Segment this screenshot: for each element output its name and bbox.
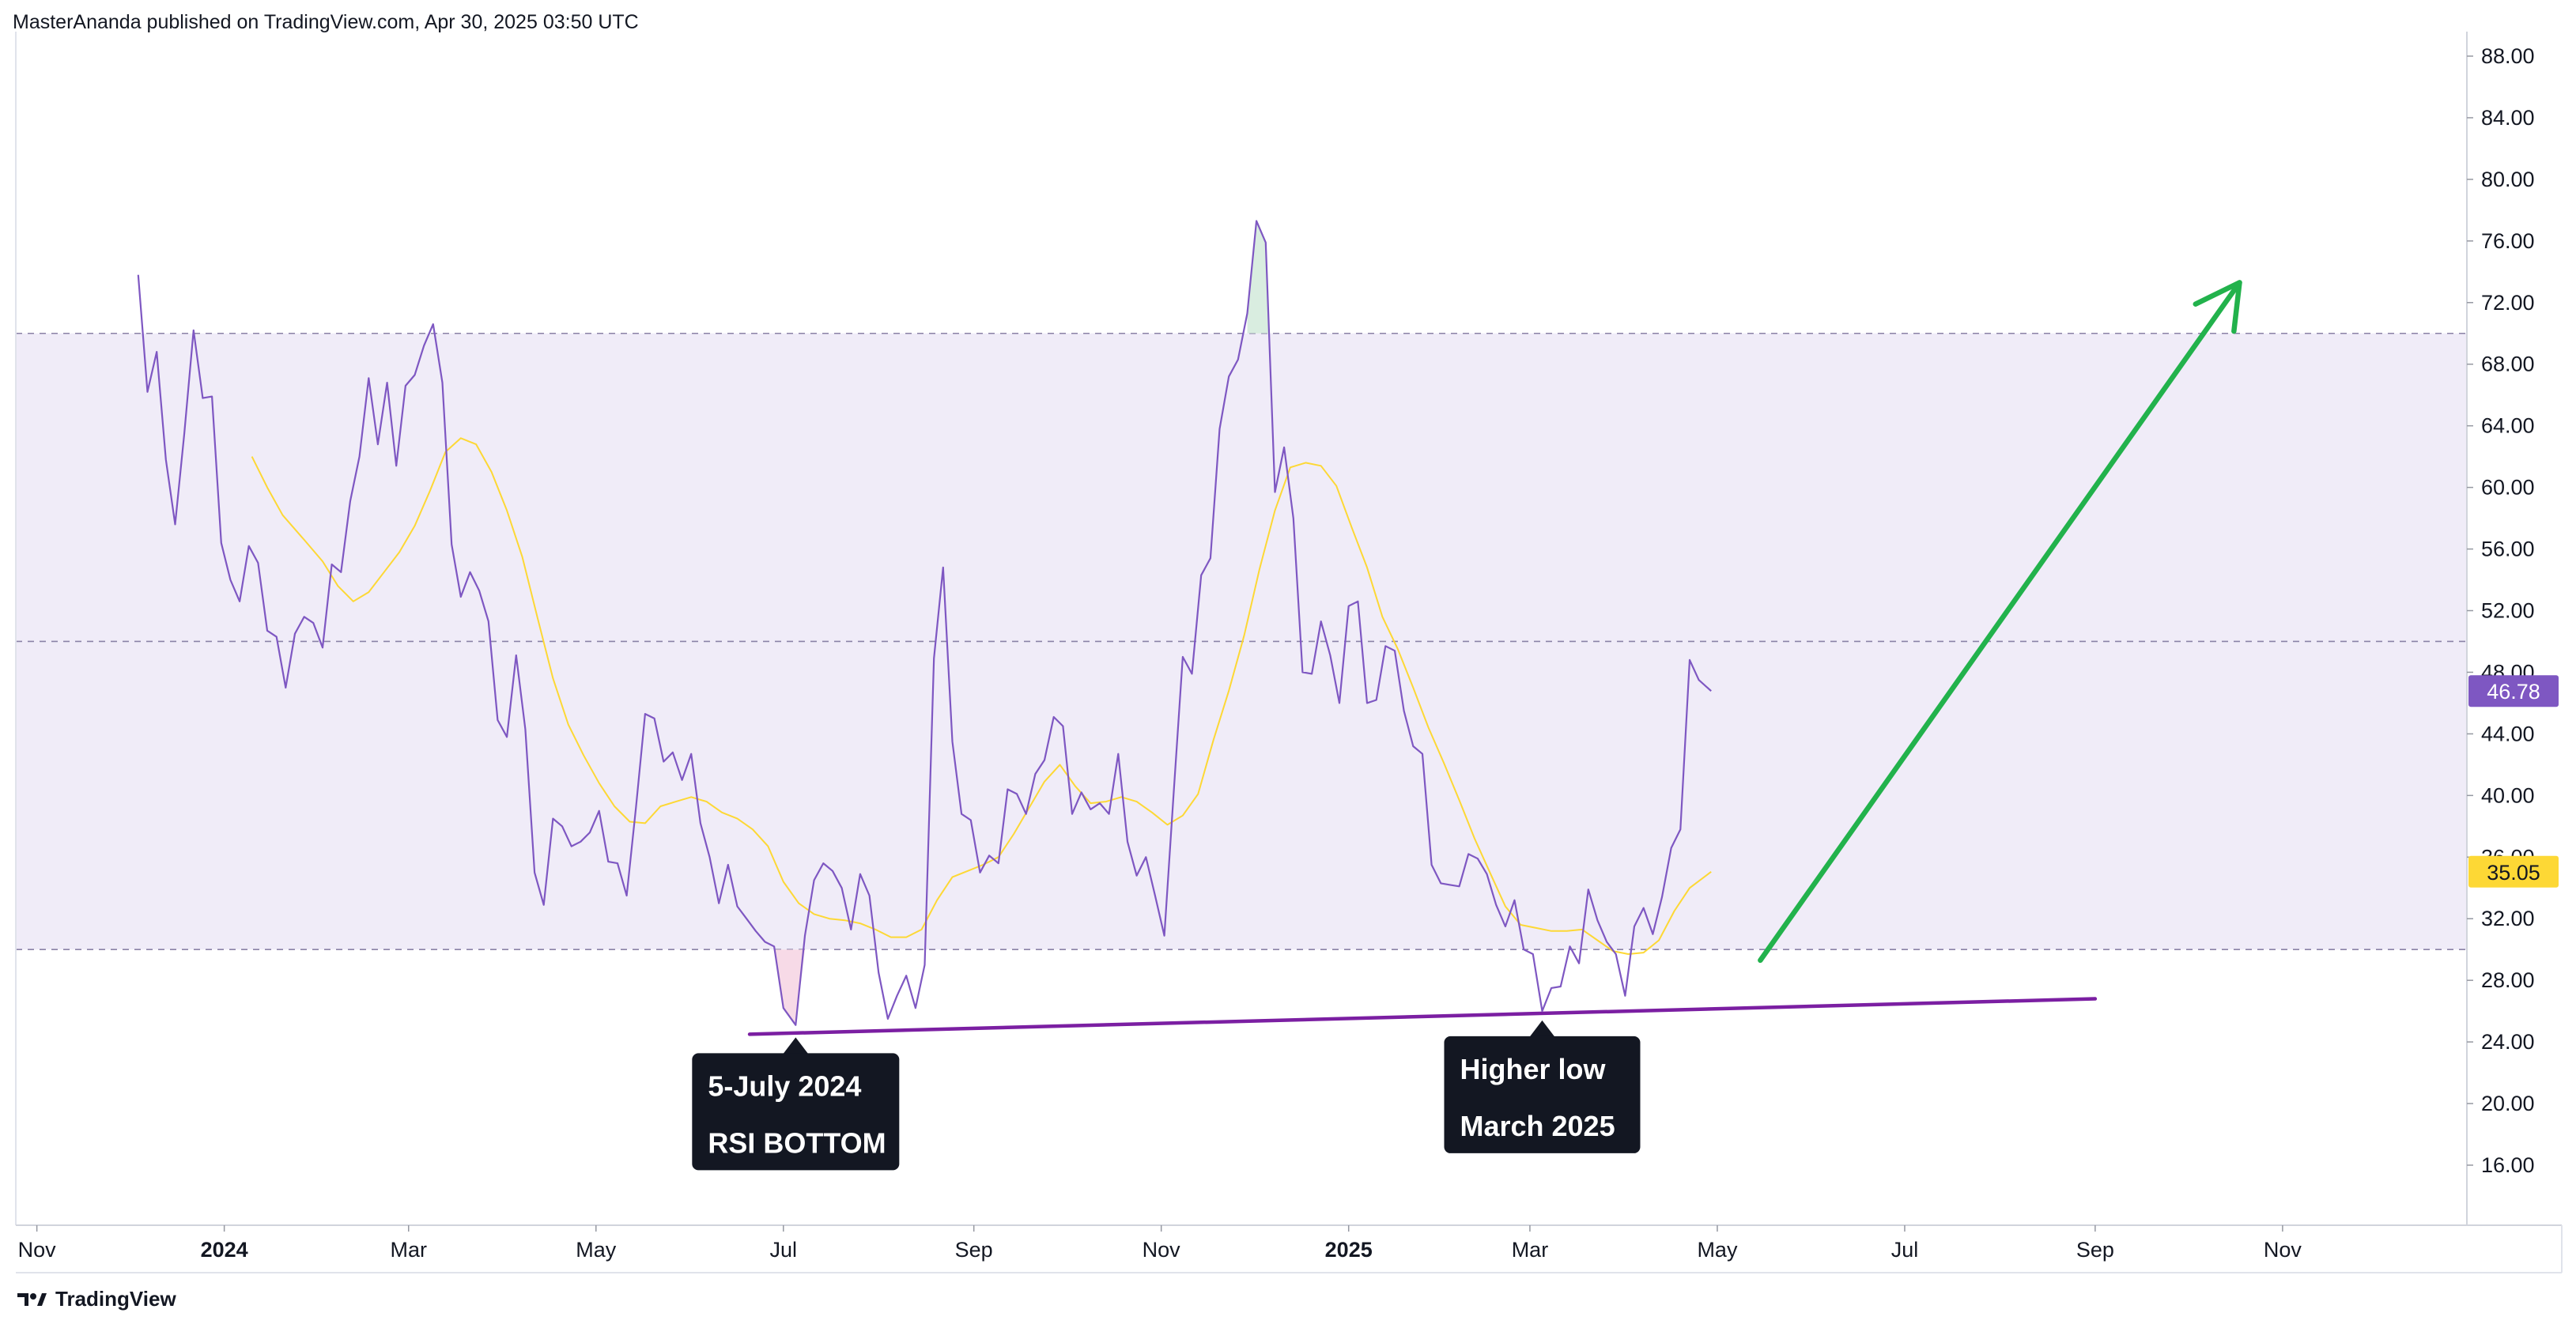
publisher-header: MasterAnanda published on TradingView.co… [13, 11, 639, 33]
annotation-text: Higher low [1460, 1053, 1606, 1085]
x-tick-label: Nov [1143, 1238, 1181, 1262]
rsi-line [137, 220, 1712, 1026]
annotation-callout: Higher low March 2025 [1444, 1020, 1641, 1153]
value-badges: 46.78 35.05 [2468, 675, 2559, 888]
overbought-fill [1247, 221, 1269, 334]
y-tick-label: 52.00 [2481, 599, 2535, 623]
projection-arrow [1758, 280, 2242, 964]
x-tick-label: May [1697, 1238, 1738, 1262]
annotation-text: 5-July 2024 [708, 1070, 861, 1102]
rsi-path [137, 220, 1712, 1026]
annotation-text: March 2025 [1460, 1110, 1615, 1142]
support-line [747, 997, 2098, 1036]
annotation-box [1444, 1036, 1641, 1153]
x-tick-label: Jul [1891, 1238, 1919, 1262]
y-tick-label: 76.00 [2481, 229, 2535, 253]
annotation-text: RSI BOTTOM [708, 1126, 886, 1159]
y-tick-label: 68.00 [2481, 353, 2535, 376]
x-axis: Nov 2024 Mar May Jul Sep Nov 2025 Mar May Jul Sep No… [16, 1224, 2563, 1273]
ma-last-value-badge-bg [2468, 855, 2559, 888]
x-tick-label: Nov [2264, 1238, 2302, 1262]
y-tick-label: 32.00 [2481, 907, 2535, 930]
annotation-pointer [1529, 1020, 1555, 1037]
y-tick-label: 84.00 [2481, 106, 2535, 130]
y-tick-label: 40.00 [2481, 783, 2535, 807]
x-tick-label: Sep [955, 1238, 993, 1262]
y-tick-label: 72.00 [2481, 291, 2535, 315]
projection-arrow-shaft [1758, 280, 2242, 964]
band-lines [16, 332, 2467, 950]
y-tick-label: 16.00 [2481, 1153, 2535, 1177]
y-tick-label: 64.00 [2481, 414, 2535, 438]
projection-arrow-head [2193, 280, 2242, 334]
annotation-callout: 5-July 2024 RSI BOTTOM [692, 1037, 900, 1171]
y-tick-label: 44.00 [2481, 722, 2535, 745]
support-trendline [747, 997, 2098, 1036]
y-tick-label: 20.00 [2481, 1092, 2535, 1115]
x-tick-label: Mar [391, 1238, 428, 1262]
ma-last-value-badge: 35.05 [2487, 861, 2540, 885]
x-tick-label: May [576, 1238, 617, 1262]
y-tick-label: 56.00 [2481, 538, 2535, 561]
footer-brand: TradingView [55, 1287, 176, 1311]
moving-average-path [251, 437, 1712, 955]
annotation-box [692, 1053, 900, 1171]
y-tick-label: 60.00 [2481, 476, 2535, 500]
y-tick-label: 28.00 [2481, 968, 2535, 992]
rsi-last-value-badge-bg [2468, 675, 2559, 707]
x-tick-label: Nov [18, 1238, 57, 1262]
y-tick-label: 24.00 [2481, 1030, 2535, 1054]
moving-average-line [251, 437, 1712, 955]
footer: TradingView [17, 1287, 176, 1311]
annotation-pointer [783, 1037, 809, 1054]
x-tick-label: 2024 [201, 1238, 248, 1262]
y-tick-label: 88.00 [2481, 44, 2535, 68]
x-tick-label: Jul [770, 1238, 798, 1262]
x-tick-label: 2025 [1325, 1238, 1373, 1262]
y-tick-label: 80.00 [2481, 168, 2535, 191]
x-tick-label: Sep [2076, 1238, 2114, 1262]
tradingview-logo-icon [17, 1292, 47, 1306]
x-tick-label: Mar [1512, 1238, 1549, 1262]
annotations: 5-July 2024 RSI BOTTOM Higher low March 202… [692, 1020, 1641, 1171]
rsi-last-value-badge: 46.78 [2487, 680, 2540, 704]
